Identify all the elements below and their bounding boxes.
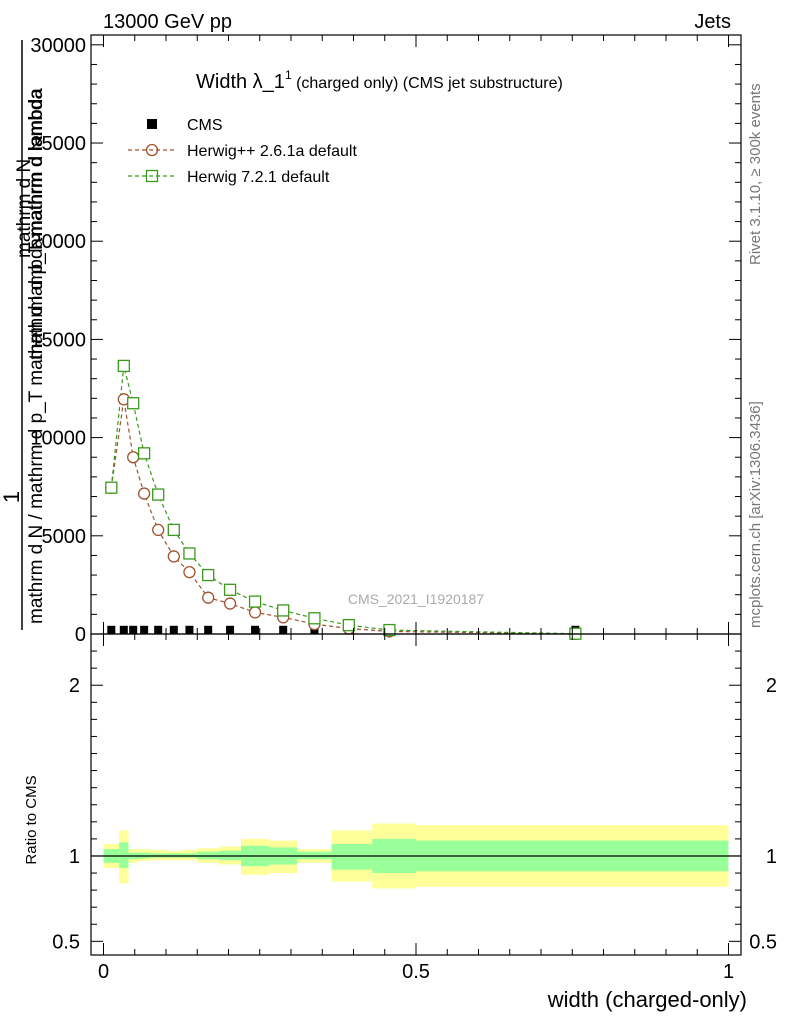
herwig7-data-point <box>308 612 321 625</box>
cms-data-point <box>119 625 128 634</box>
main-panel: 0 5000 10000 15000 20000 25000 30000 <box>30 34 742 646</box>
ylabel-dlambda: mathrm d lambda <box>26 88 47 236</box>
x-axis-label: width (charged-only) <box>547 987 747 1012</box>
plot-title: Width λ_11 (charged only) (CMS jet subst… <box>196 68 563 93</box>
ratio-x-axis-ticks: 0 0.5 1 <box>98 634 734 983</box>
ratio-y-axis-ticks: 0.5 0.5 1 1 2 2 <box>52 650 777 953</box>
rivet-version-label: Rivet 3.1.10, ≥ 300k events <box>747 83 764 265</box>
main-ytick-label: 25000 <box>30 133 86 155</box>
herwigpp-data-point <box>223 597 237 610</box>
herwig7-data-point <box>248 595 262 608</box>
cms-data-point <box>251 625 260 634</box>
ratio-band-inner <box>331 844 373 870</box>
main-data-layer <box>105 359 582 640</box>
series-line-1 <box>110 399 576 635</box>
legend-label-herwigpp: Herwig++ 2.6.1a default <box>187 143 357 160</box>
ratio-ytick-label: 1 <box>69 846 80 868</box>
cms-data-point <box>140 625 149 634</box>
ratio-ytick-label-right: 0.5 <box>749 931 777 953</box>
analysis-watermark: CMS_2021_I1920187 <box>348 591 484 607</box>
cms-data-point <box>204 625 213 634</box>
herwig7-data-point <box>117 359 130 373</box>
legend-marker-herwig7 <box>145 169 159 183</box>
herwig7-data-point <box>137 447 151 460</box>
ratio-ytick-label-right: 1 <box>766 846 777 868</box>
herwigpp-data-point <box>248 606 262 619</box>
ylabel-dN: mathrm d N <box>14 159 35 258</box>
cms-data-point <box>279 625 288 634</box>
legend-entry-cms: CMS <box>147 117 223 134</box>
legend-marker-cms <box>147 119 157 129</box>
herwigpp-data-point <box>137 487 151 500</box>
legend-label-herwig7: Herwig 7.2.1 default <box>187 169 330 186</box>
main-y-axis-label: 1 mathrm d N / mathrm d p_T mathrm d lam… <box>0 40 47 630</box>
legend-entry-herwigpp: Herwig++ 2.6.1a default <box>128 143 357 160</box>
cms-data-point <box>185 625 194 634</box>
ratio-panel: 0.5 0.51 12 2 0 0.5 1 <box>52 633 777 983</box>
cms-data-point <box>154 625 163 634</box>
series-line-2 <box>110 365 576 635</box>
herwig7-data-point <box>383 623 396 637</box>
herwig7-data-point <box>277 604 290 617</box>
ratio-xtick-label: 0 <box>98 961 109 983</box>
ratio-ytick-label: 2 <box>69 675 80 697</box>
herwig7-data-point <box>167 523 180 537</box>
cms-data-point <box>129 625 138 634</box>
ratio-xtick-label: 1 <box>723 961 734 983</box>
ratio-ytick-label: 0.5 <box>52 931 80 953</box>
ratio-ytick-label-right: 2 <box>766 675 777 697</box>
ylabel-one: 1 <box>0 491 24 503</box>
main-ytick-label: 10000 <box>30 428 86 450</box>
herwigpp-data-point <box>127 451 140 464</box>
herwig7-data-point <box>127 397 140 410</box>
main-y-axis-ticks: 0 5000 10000 15000 20000 25000 30000 <box>30 35 741 646</box>
ratio-bands-layer <box>91 823 741 889</box>
legend-label-cms: CMS <box>187 117 223 134</box>
main-ytick-label: 15000 <box>30 329 86 351</box>
herwig7-data-point <box>202 568 215 582</box>
herwig7-data-point <box>223 583 237 596</box>
header-right: Jets <box>694 11 731 33</box>
mcplots-label: mcplots.cern.ch [arXiv:1306.3436] <box>747 401 764 628</box>
herwig7-data-point <box>342 619 355 632</box>
herwig7-data-point <box>183 547 196 560</box>
ratio-xtick-label: 0.5 <box>402 961 430 983</box>
ylabel-denominator: mathrm d N / mathrm d p_T mathrm d lambd… <box>26 237 47 624</box>
title-main: Width λ_11 (charged only) (CMS jet subst… <box>196 68 563 93</box>
ylabel-dpt-dlambda: mathrm d p_T mathrm d lambda <box>26 89 47 360</box>
herwig7-data-point <box>152 488 165 501</box>
main-ytick-label: 0 <box>75 624 86 646</box>
cms-data-point <box>169 625 178 634</box>
ratio-band-inner <box>119 842 129 868</box>
header-left: 13000 GeV pp <box>103 11 232 33</box>
herwigpp-data-point <box>152 523 165 537</box>
herwigpp-data-point <box>183 565 196 579</box>
herwigpp-data-point <box>167 550 180 563</box>
ratio-y-axis-label: Ratio to CMS <box>23 775 40 864</box>
herwigpp-data-point <box>202 591 215 604</box>
cms-data-point <box>107 625 116 634</box>
cms-data-point <box>226 625 235 634</box>
main-ytick-label: 20000 <box>30 231 86 253</box>
legend-entry-herwig7: Herwig 7.2.1 default <box>128 169 330 186</box>
legend: CMS Herwig++ 2.6.1a default Herwig 7.2.1… <box>128 117 357 186</box>
main-ytick-label: 5000 <box>42 526 87 548</box>
herwig7-data-point <box>105 481 118 494</box>
legend-marker-herwigpp <box>145 143 159 157</box>
ratio-panel-frame <box>90 633 742 956</box>
main-x-axis-ticks <box>103 35 729 634</box>
main-ytick-label: 30000 <box>30 35 86 57</box>
